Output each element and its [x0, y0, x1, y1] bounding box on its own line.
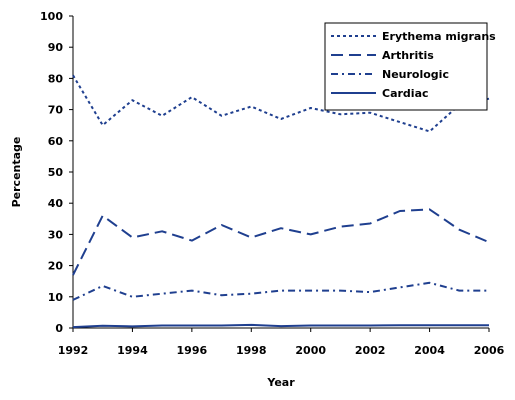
- axes: 0 10 20 30 40 50 60 70 80 90 100 1992 1994 1996 1998 20…: [40, 10, 505, 357]
- x-tick-label: 1998: [236, 344, 267, 357]
- legend-label: Cardiac: [382, 87, 429, 100]
- y-tick-label: 50: [48, 166, 64, 179]
- series-line-arthritis: [72, 208, 490, 276]
- series-layer: [72, 74, 490, 329]
- legend-label: Neurologic: [382, 68, 449, 81]
- x-tick-label: 1992: [58, 344, 89, 357]
- legend-label: Erythema migrans: [382, 30, 496, 43]
- series-line-erythema-migrans: [72, 74, 490, 133]
- y-tick-label: 10: [48, 291, 64, 304]
- y-tick-label: 80: [48, 72, 64, 85]
- legend-box: [324, 22, 488, 111]
- y-tick-label: 0: [55, 322, 63, 335]
- x-tick-label: 2004: [414, 344, 445, 357]
- x-axis-title: Year: [266, 376, 295, 389]
- y-tick-label: 70: [48, 104, 64, 117]
- x-tick-label: 2000: [295, 344, 326, 357]
- legend: Erythema migrans Arthritis Neurologic Cardi…: [324, 22, 496, 111]
- y-tick-label: 90: [48, 41, 64, 54]
- x-tick-label: 2006: [474, 344, 505, 357]
- y-axis-title: Percentage: [10, 137, 23, 208]
- y-tick-label: 60: [48, 135, 64, 148]
- legend-label: Arthritis: [382, 49, 434, 62]
- y-tick-label: 40: [48, 197, 64, 210]
- x-tick-label: 1996: [177, 344, 208, 357]
- y-tick-label: 30: [48, 228, 64, 241]
- x-tick-label: 2002: [355, 344, 386, 357]
- y-tick-label: 100: [40, 10, 63, 23]
- series-line-neurologic: [72, 281, 489, 301]
- series-line-cardiac: [72, 323, 489, 329]
- x-tick-label: 1994: [117, 344, 148, 357]
- y-tick-label: 20: [48, 260, 64, 273]
